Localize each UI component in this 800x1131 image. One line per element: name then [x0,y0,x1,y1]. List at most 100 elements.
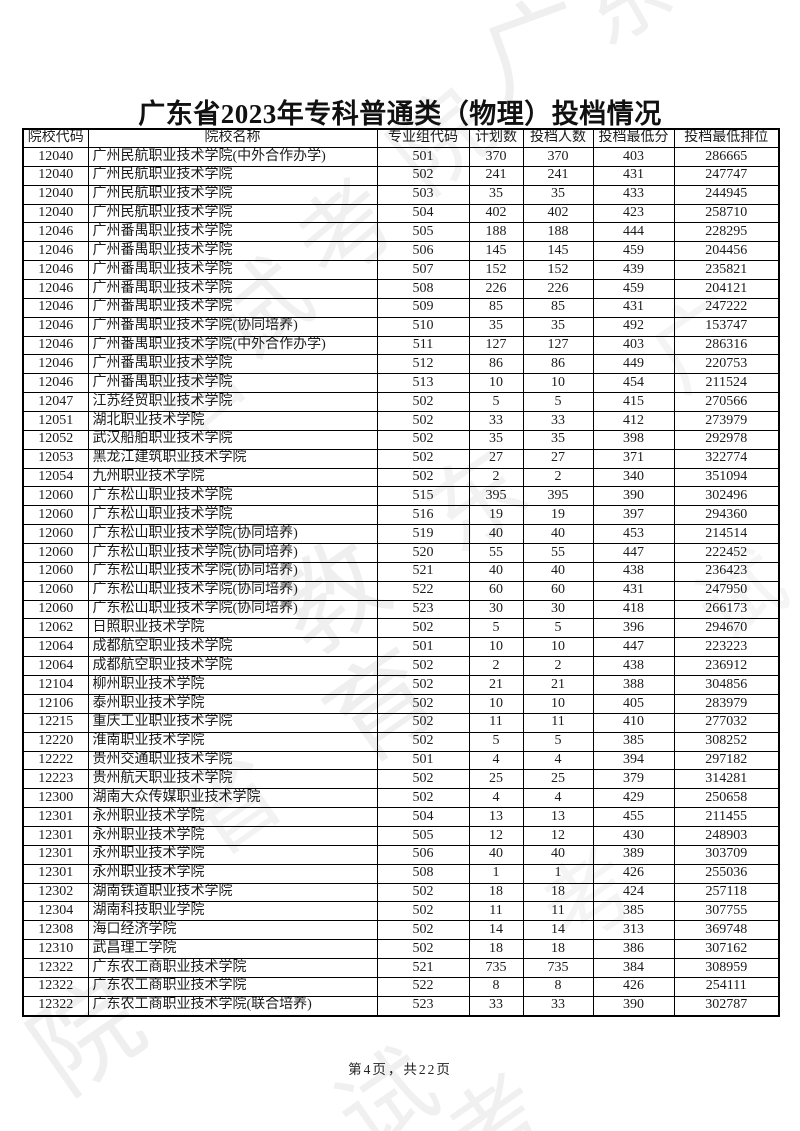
value-cell: 433 [592,184,675,205]
value-cell: 379 [592,769,675,790]
school-name-cell: 广东松山职业技术学院(协同培养) [87,561,378,582]
value-cell: 12040 [22,147,89,167]
school-name-cell: 广州民航职业技术学院 [87,165,378,186]
value-cell: 2 [522,656,594,677]
value-cell: 12301 [22,844,89,865]
value-cell: 501 [376,750,470,771]
value-cell: 502 [376,882,470,903]
value-cell: 515 [376,486,470,507]
value-cell: 12060 [22,543,89,563]
value-cell: 211524 [673,373,780,394]
school-name-cell: 广州番禺职业技术学院 [87,241,378,262]
value-cell: 307162 [673,939,780,959]
value-cell: 12322 [22,976,89,997]
value-cell: 449 [592,354,675,375]
value-cell: 459 [592,279,675,299]
value-cell: 294360 [673,505,780,526]
value-cell: 1 [522,863,594,884]
value-cell: 277032 [673,712,780,733]
value-cell: 14 [468,920,524,941]
value-cell: 438 [592,656,675,677]
value-cell: 10 [522,373,594,394]
value-cell: 521 [376,957,470,978]
value-cell: 35 [522,316,594,337]
column-header-school-name: 院校名称 [87,128,378,148]
value-cell: 508 [376,863,470,884]
column-header-plan-count: 计划数 [468,128,524,148]
value-cell: 453 [592,524,675,545]
value-cell: 426 [592,976,675,997]
value-cell: 502 [376,788,470,809]
value-cell: 12 [522,825,594,846]
value-cell: 12062 [22,618,89,639]
value-cell: 308959 [673,957,780,978]
value-cell: 27 [522,448,594,469]
school-name-cell: 广州民航职业技术学院 [87,184,378,205]
value-cell: 40 [522,524,594,545]
value-cell: 12046 [22,354,89,375]
school-name-cell: 永州职业技术学院 [87,863,378,884]
value-cell: 247222 [673,297,780,318]
school-name-cell: 武昌理工学院 [87,939,378,959]
school-name-cell: 广东农工商职业技术学院(联合培养) [87,995,378,1017]
value-cell: 370 [468,147,524,167]
value-cell: 502 [376,920,470,941]
value-cell: 18 [468,939,524,959]
value-cell: 385 [592,731,675,752]
value-cell: 85 [522,297,594,318]
value-cell: 12046 [22,279,89,299]
table-row: 12060 广东松山职业技术学院(协同培养) 523 30 30 418 266173 [22,599,780,620]
value-cell: 14 [522,920,594,941]
value-cell: 12046 [22,373,89,394]
school-name-cell: 贵州交通职业技术学院 [87,750,378,771]
value-cell: 405 [592,693,675,714]
table-row: 12046 广州番禺职业技术学院(协同培养) 510 35 35 492 153747 [22,316,780,337]
value-cell: 351094 [673,467,780,488]
value-cell: 508 [376,279,470,299]
value-cell: 12220 [22,731,89,752]
value-cell: 5 [522,731,594,752]
value-cell: 127 [522,335,594,356]
value-cell: 152 [522,260,594,281]
value-cell: 4 [522,750,594,771]
value-cell: 5 [468,731,524,752]
table-row: 12060 广东松山职业技术学院(协同培养) 519 40 40 453 214514 [22,524,780,545]
value-cell: 307755 [673,901,780,922]
value-cell: 12300 [22,788,89,809]
value-cell: 492 [592,316,675,337]
table-row: 12047 江苏经贸职业技术学院 502 5 5 415 270566 [22,392,780,413]
school-name-cell: 黑龙江建筑职业技术学院 [87,448,378,469]
school-name-cell: 广州番禺职业技术学院 [87,279,378,299]
value-cell: 12046 [22,222,89,243]
value-cell: 386 [592,939,675,959]
value-cell: 403 [592,147,675,167]
school-name-cell: 武汉船舶职业技术学院 [87,429,378,450]
school-name-cell: 柳州职业技术学院 [87,675,378,695]
value-cell: 430 [592,825,675,846]
value-cell: 385 [592,901,675,922]
value-cell: 735 [522,957,594,978]
school-name-cell: 广州民航职业技术学院(中外合作办学) [87,147,378,167]
school-name-cell: 成都航空职业技术学院 [87,637,378,658]
value-cell: 395 [522,486,594,507]
value-cell: 11 [468,712,524,733]
table-row: 12054 九州职业技术学院 502 2 2 340 351094 [22,467,780,488]
school-name-cell: 日照职业技术学院 [87,618,378,639]
column-header-min-rank: 投档最低排位 [673,128,780,148]
school-name-cell: 广州番禺职业技术学院 [87,373,378,394]
value-cell: 2 [522,467,594,488]
school-name-cell: 永州职业技术学院 [87,825,378,846]
value-cell: 504 [376,203,470,224]
value-cell: 395 [468,486,524,507]
value-cell: 369748 [673,920,780,941]
school-name-cell: 广东松山职业技术学院 [87,486,378,507]
school-name-cell: 广东松山职业技术学院 [87,505,378,526]
value-cell: 86 [468,354,524,375]
value-cell: 371 [592,448,675,469]
value-cell: 511 [376,335,470,356]
table-row: 12046 广州番禺职业技术学院 506 145 145 459 204456 [22,241,780,262]
school-name-cell: 海口经济学院 [87,920,378,941]
value-cell: 454 [592,373,675,394]
value-cell: 402 [522,203,594,224]
value-cell: 55 [468,543,524,563]
